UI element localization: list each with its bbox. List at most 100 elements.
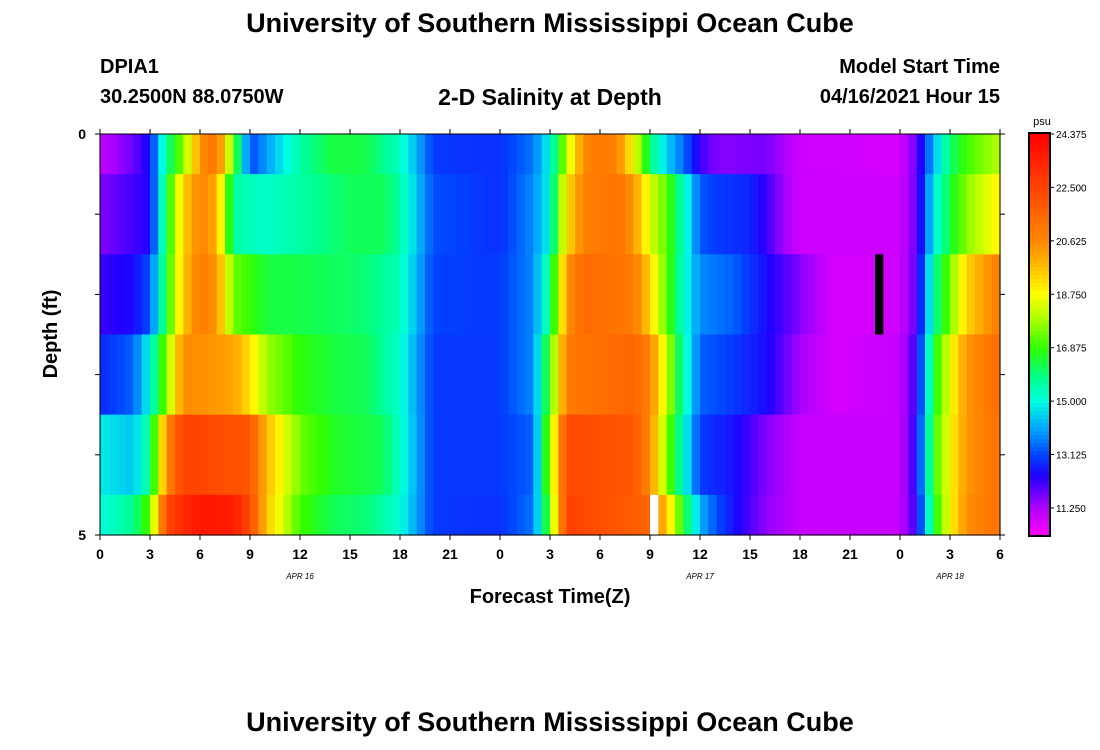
heatmap-cell (716, 414, 726, 496)
heatmap-cell (725, 134, 734, 175)
heatmap-cell (525, 174, 534, 255)
heatmap-cell (125, 494, 134, 536)
heatmap-cell (483, 334, 493, 416)
heatmap-cell (675, 334, 684, 416)
heatmap-cell (116, 494, 126, 536)
heatmap-cell (866, 134, 876, 175)
heatmap-cell (808, 174, 818, 255)
heatmap-cell (700, 494, 709, 536)
heatmap-cell (800, 414, 809, 496)
heatmap-cell (208, 414, 218, 496)
heatmap-cell (341, 134, 351, 175)
heatmap-cell (225, 134, 234, 175)
heatmap-cell (816, 174, 826, 255)
heatmap-cell (308, 134, 318, 175)
heatmap-cell (275, 254, 284, 336)
colorbar-cell (1029, 466, 1050, 472)
heatmap-cell (700, 254, 709, 336)
colorbar-frame (1028, 132, 1051, 537)
heatmap-cell (358, 334, 368, 416)
heatmap-cell (816, 494, 826, 536)
colorbar-tick-label: 15.000 (1056, 397, 1087, 408)
colorbar-cell (1029, 306, 1050, 312)
colorbar-cell (1029, 214, 1050, 219)
heatmap-cell (441, 414, 451, 496)
heatmap-cell (525, 334, 534, 416)
heatmap-cell (766, 334, 776, 416)
heatmap-cell (650, 134, 659, 175)
heatmap-cell (183, 174, 193, 255)
heatmap-cell (341, 254, 351, 336)
colorbar-cell (1029, 410, 1050, 416)
heatmap-cell (100, 174, 109, 255)
colorbar-tick-label: 18.750 (1056, 290, 1087, 301)
heatmap-cell (933, 134, 943, 175)
heatmap-cell (833, 414, 843, 496)
heatmap-cell (691, 174, 701, 255)
heatmap-cell (116, 254, 126, 336)
heatmap-cell (291, 134, 301, 175)
heatmap-cell (333, 494, 343, 536)
colorbar-cell (1029, 438, 1050, 444)
heatmap-cell (916, 494, 926, 536)
heatmap-cell (616, 174, 626, 255)
x-tick-label: 3 (946, 546, 954, 562)
heatmap-cell (791, 134, 801, 175)
heatmap-cell (558, 334, 568, 416)
heatmap-cell (358, 174, 368, 255)
heatmap-cell (216, 334, 226, 416)
heatmap-cell (483, 254, 493, 336)
heatmap-cell (841, 134, 851, 175)
heatmap-cell (916, 334, 926, 416)
heatmap-cell (800, 494, 809, 536)
heatmap-cell (408, 414, 418, 496)
heatmap-cell (891, 414, 901, 496)
heatmap-cell (850, 174, 859, 255)
x-tick-label: 0 (496, 546, 504, 562)
heatmap-cell (133, 334, 143, 416)
x-tick-label: 21 (442, 546, 458, 562)
heatmap-cell (741, 174, 751, 255)
x-tick-label: 6 (596, 546, 604, 562)
heatmap-cell (966, 334, 976, 416)
heatmap-cell (600, 414, 609, 496)
heatmap-cell (791, 414, 801, 496)
heatmap-cell (666, 334, 676, 416)
heatmap-cell (575, 174, 584, 255)
heatmap-cell (825, 414, 834, 496)
heatmap-cell (966, 134, 976, 175)
heatmap-cell (350, 494, 359, 536)
heatmap-cell (691, 254, 701, 336)
heatmap-cell (116, 134, 126, 175)
heatmap-cell (616, 254, 626, 336)
colorbar-cell (1029, 234, 1050, 239)
heatmap-cell (683, 254, 693, 336)
heatmap-cell (900, 334, 909, 416)
heatmap-cell (841, 494, 851, 536)
chart-title: 2-D Salinity at Depth (438, 84, 662, 110)
heatmap-cell (875, 414, 884, 496)
heatmap-cell (300, 134, 309, 175)
colorbar-cell (1029, 134, 1050, 139)
heatmap-cell (108, 334, 118, 416)
heatmap-cell (808, 254, 818, 336)
x-tick-label: 15 (342, 546, 358, 562)
heatmap-cell (633, 334, 643, 416)
heatmap-cell (141, 134, 151, 175)
colorbar-cell (1029, 514, 1050, 520)
heatmap-cell (700, 174, 709, 255)
missing-data-bar (875, 254, 884, 335)
heatmap-cell (858, 254, 868, 336)
heatmap-cell (508, 494, 518, 536)
colorbar-cell (1029, 202, 1050, 207)
heatmap-cell (216, 414, 226, 496)
heatmap-cell (125, 334, 134, 416)
heatmap-cell (433, 334, 443, 416)
colorbar-cell (1029, 290, 1050, 295)
colorbar-cell (1029, 446, 1050, 452)
heatmap-cell (791, 494, 801, 536)
heatmap-cell (475, 254, 484, 336)
colorbar-cell (1029, 390, 1050, 396)
heatmap-cell (725, 494, 734, 536)
heatmap-cell (825, 174, 834, 255)
